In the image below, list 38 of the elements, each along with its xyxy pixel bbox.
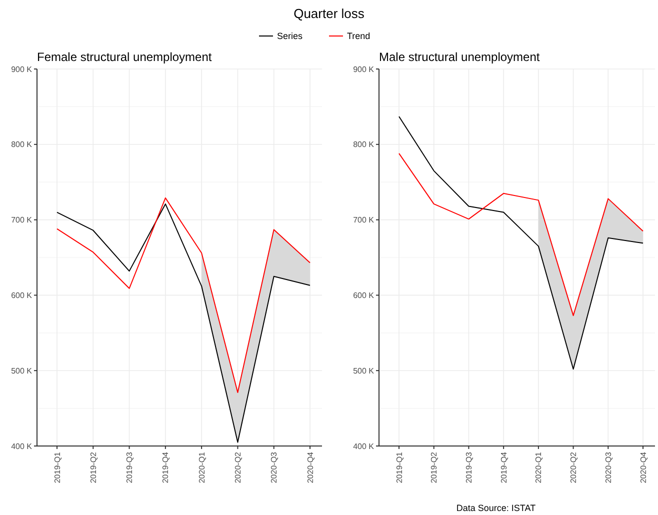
line-series [56,197,310,393]
x-tick-label: 2020-Q3 [604,451,613,484]
x-tick-label: 2020-Q4 [638,451,648,484]
x-tick-label: 2020-Q1 [534,451,544,484]
y-tick-label: 600 K [353,291,375,300]
text: Quarter loss [294,6,365,21]
y-tick-label: 900 K [11,64,33,74]
chart-title: Female structural unemployment [37,50,212,64]
x-tick-label: 2020-Q2 [569,451,578,484]
legend-label: Series [277,31,304,42]
line-series [56,203,310,443]
y-tick-label: 600 K [11,291,33,300]
chart-title: Male structural unemployment [379,50,540,64]
line-series [398,116,644,370]
y-tick-label: 500 K [353,366,375,376]
x-tick-label: 2020-Q4 [306,451,315,484]
y-tick-label: 800 K [11,140,33,150]
line-series [398,152,644,316]
x-tick-label: 2019-Q3 [125,451,134,484]
y-tick-label: 400 K [353,442,375,451]
x-tick-label: 2019-Q4 [161,451,170,484]
x-tick-label: 2019-Q4 [499,451,508,484]
x-tick-label: 2019-Q1 [52,451,62,484]
source-note: Data Source: ISTAT [456,503,536,513]
y-tick-label: 800 K [353,140,375,150]
x-tick-label: 2019-Q1 [394,451,404,484]
legend-label: Trend [347,31,370,42]
x-tick-label: 2020-Q1 [197,451,206,484]
x-tick-label: 2020-Q2 [234,451,243,484]
x-tick-label: 2020-Q3 [270,451,279,484]
x-tick-label: 2019-Q2 [88,451,98,484]
y-tick-label: 700 K [353,216,375,225]
x-tick-label: 2019-Q2 [430,451,439,484]
x-tick-label: 2019-Q3 [464,451,474,484]
y-tick-label: 500 K [11,366,33,376]
y-tick-label: 700 K [11,216,33,225]
y-tick-label: 400 K [11,442,33,451]
y-tick-label: 900 K [353,64,375,74]
